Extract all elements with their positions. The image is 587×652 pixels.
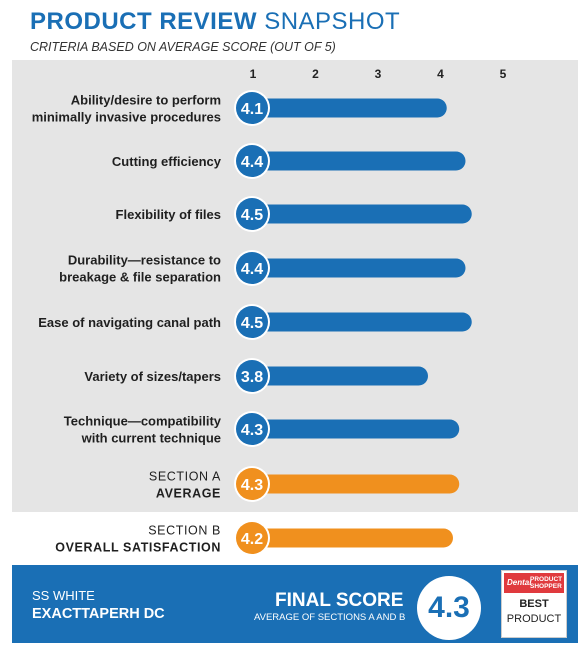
row-label-4-0: Ease of navigating canal path <box>38 315 221 330</box>
row-label-3-0: Durability—resistance to <box>68 253 221 268</box>
page-subtitle: CRITERIA BASED ON AVERAGE SCORE (OUT OF … <box>30 40 336 54</box>
row-label-6-0: Technique—compatibility <box>64 414 222 429</box>
value-circle-0 <box>236 92 268 124</box>
row-label-5-0: Variety of sizes/tapers <box>84 369 221 384</box>
value-circle-5 <box>236 360 268 392</box>
brand-name: SS WHITE <box>32 588 95 603</box>
bar-4 <box>252 312 472 332</box>
value-circle-4 <box>236 306 268 338</box>
badge-header: Dental PRODUCT SHOPPER <box>504 573 564 593</box>
value-label-3: 4.4 <box>241 261 263 278</box>
score-chart: 1 2 3 4 5 4.1 Ability/desire to perform minimal… <box>31 67 507 555</box>
tick-label-5: 5 <box>500 67 507 81</box>
bar-2 <box>252 204 472 224</box>
value-circle-1 <box>236 145 268 177</box>
tick-label-3: 3 <box>375 67 382 81</box>
row-label-1-0: Cutting efficiency <box>112 154 222 169</box>
row-label-6-1: with current technique <box>81 431 221 446</box>
bar-7 <box>252 474 460 494</box>
row-label-0-0: Ability/desire to perform <box>71 93 221 108</box>
badge-dental-text: Dental <box>507 578 532 587</box>
tick-label-1: 1 <box>250 67 257 81</box>
title-light: SNAPSHOT <box>264 8 401 35</box>
bar-8 <box>252 528 453 548</box>
bar-5 <box>252 366 428 386</box>
value-circle-7 <box>236 468 268 500</box>
row-label-3-1: breakage & file separation <box>59 270 221 285</box>
row-label-7-1: AVERAGE <box>156 487 221 501</box>
tick-label-2: 2 <box>312 67 319 81</box>
bar-3 <box>252 258 466 278</box>
bar-1 <box>252 151 466 171</box>
title-bold: PRODUCT REVIEW <box>30 8 258 35</box>
row-label-8-1: OVERALL SATISFACTION <box>55 541 221 555</box>
value-label-8: 4.2 <box>241 531 263 548</box>
bar-6 <box>252 419 460 439</box>
value-label-7: 4.3 <box>241 477 263 494</box>
value-label-6: 4.3 <box>241 422 263 439</box>
row-label-2-0: Flexibility of files <box>116 207 221 222</box>
row-label-8-0: SECTION B <box>148 524 221 538</box>
final-score-value: 4.3 <box>417 576 481 640</box>
value-label-1: 4.4 <box>241 154 263 171</box>
best-product-badge: Dental PRODUCT SHOPPER BEST PRODUCT <box>501 570 567 638</box>
bar-0 <box>252 98 447 118</box>
row-label-0-1: minimally invasive procedures <box>32 110 221 125</box>
page-title: PRODUCT REVIEW SNAPSHOT <box>30 8 400 36</box>
value-circle-8 <box>236 522 268 554</box>
badge-product-text: PRODUCT <box>506 613 562 625</box>
row-label-7-0: SECTION A <box>149 470 221 484</box>
product-name: EXACTTAPERH DC <box>32 606 165 622</box>
value-label-5: 3.8 <box>241 369 263 386</box>
tick-label-4: 4 <box>437 67 444 81</box>
value-circle-3 <box>236 252 268 284</box>
value-label-4: 4.5 <box>241 315 263 332</box>
value-label-2: 4.5 <box>241 207 263 224</box>
final-score-label: FINAL SCORE <box>275 590 404 611</box>
value-circle-6 <box>236 413 268 445</box>
final-score-subtitle: AVERAGE OF SECTIONS A AND B <box>254 612 406 623</box>
badge-best-text: BEST <box>519 598 549 610</box>
value-circle-2 <box>236 198 268 230</box>
badge-product-shopper-text: PRODUCT SHOPPER <box>530 576 563 590</box>
footer-bar <box>12 565 578 643</box>
value-label-0: 4.1 <box>241 101 263 118</box>
